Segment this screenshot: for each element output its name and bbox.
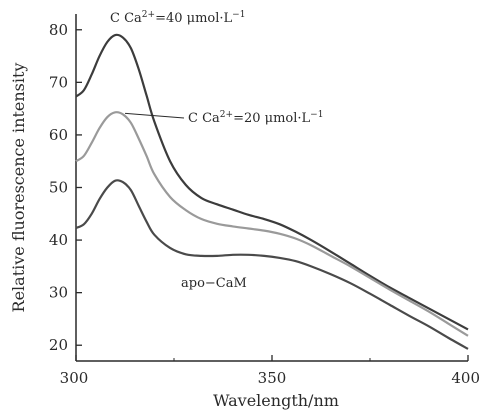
y-tick-label: 30 [49, 284, 68, 302]
annotation-ca-40-mid: =40 μmol·L [155, 11, 232, 26]
x-tick-label: 400 [451, 369, 480, 387]
y-tick-label: 40 [49, 231, 68, 249]
y-tick-label: 80 [49, 21, 68, 39]
y-axis-label: Relative fluorescence intensity [9, 63, 28, 313]
axes [75, 14, 468, 362]
x-axis-label: Wavelength/nm [213, 391, 339, 410]
annotation-ca-20-sup2: −1 [310, 110, 323, 120]
ticks: 20 30 40 50 60 70 80 300 350 400 [49, 21, 480, 387]
annotation-ca-20-prefix: C Ca [188, 111, 220, 126]
annotation-ca-40-prefix: C Ca [110, 11, 142, 26]
annotation-leader-20 [125, 112, 185, 119]
series-layer [75, 33, 469, 350]
annotation-ca-20-mid: =20 μmol·L [233, 111, 310, 126]
annotation-apo-cam: apo−CaM [181, 276, 247, 291]
series-line-0 [75, 33, 469, 331]
y-tick-label: 60 [49, 126, 68, 144]
annotation-ca-40: C Ca2+=40 μmol·L−1 [110, 10, 245, 26]
annotation-ca-40-sup: 2+ [142, 10, 155, 20]
annotation-ca-20: C Ca2+=20 μmol·L−1 [188, 110, 323, 126]
series-line-1 [75, 111, 469, 337]
x-tick-label: 350 [258, 369, 287, 387]
annotation-ca-20-sup: 2+ [220, 110, 233, 120]
annotation-apo-cam-label: apo−CaM [181, 276, 247, 291]
annotation-ca-40-sup2: −1 [232, 10, 245, 20]
y-tick-label: 70 [49, 73, 68, 91]
annotations: C Ca2+=40 μmol·L−1 C Ca2+=20 μmol·L−1 ap… [110, 10, 323, 291]
y-tick-label: 50 [49, 179, 68, 197]
series-line-2 [75, 179, 469, 350]
x-tick-label: 300 [60, 369, 89, 387]
y-tick-label: 20 [49, 336, 68, 354]
